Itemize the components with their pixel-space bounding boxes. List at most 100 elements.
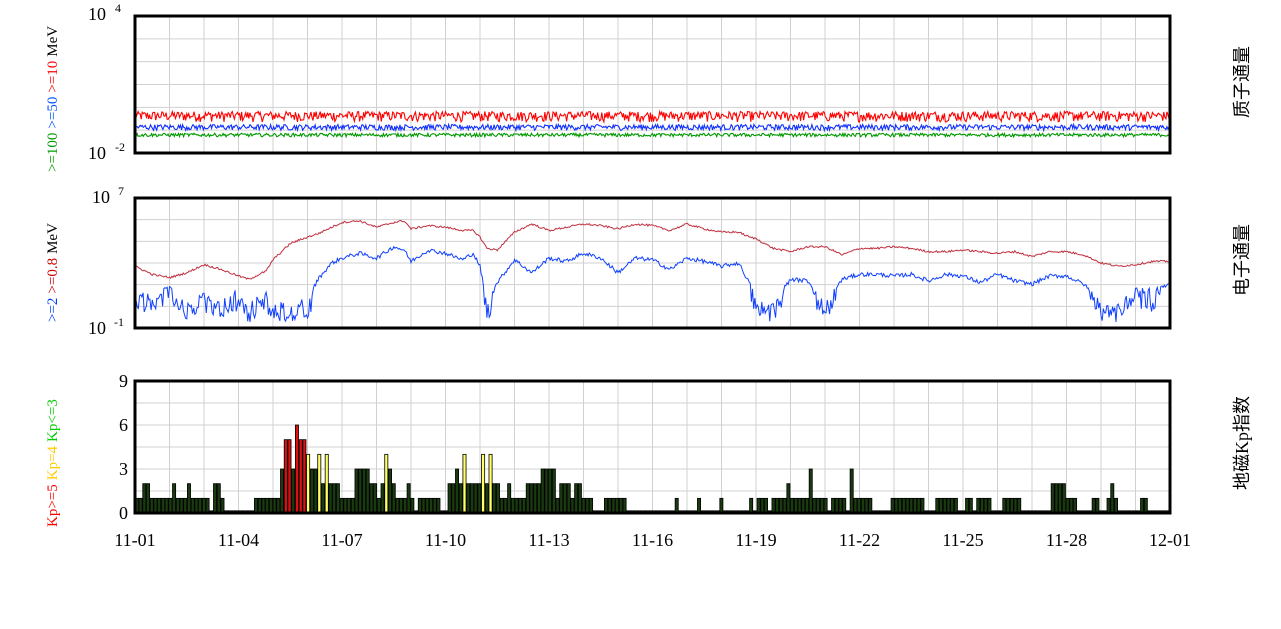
kp-bar: [1002, 497, 1007, 514]
electron-ytick-exp-2: -1: [114, 315, 124, 329]
kp-bar: [939, 497, 943, 514]
kp-bar: [172, 483, 177, 514]
kp-bar: [548, 468, 553, 514]
kp-bar: [540, 468, 545, 514]
kp-bar: [343, 497, 348, 514]
electron-ytick-exp-1: 7: [118, 184, 124, 198]
kp-bar: [536, 483, 541, 514]
kp-bar: [570, 497, 575, 514]
kp-bar: [324, 453, 329, 514]
kp-bar: [298, 439, 303, 514]
kp-bar: [574, 483, 579, 514]
kp-bar: [436, 497, 441, 514]
kp-bar: [142, 483, 147, 514]
kp-bar: [1054, 483, 1059, 514]
kp-bar: [160, 497, 165, 514]
kp-bar: [589, 497, 594, 514]
kp-bar: [559, 483, 564, 514]
electron-ytick-2: 10: [88, 318, 106, 338]
kp-bar: [842, 497, 847, 514]
x-tick-label: 11-07: [321, 530, 362, 550]
kp-bar: [473, 483, 478, 514]
kp-bar: [1140, 497, 1145, 514]
kp-bar: [447, 483, 452, 514]
kp-bar: [786, 483, 791, 514]
kp-bar: [350, 497, 355, 514]
kp-bar: [920, 497, 925, 514]
kp-bar: [909, 497, 914, 514]
kp-bar: [254, 497, 258, 514]
kp-bar: [496, 483, 500, 514]
electron-series-1: [134, 219, 1171, 280]
kp-bar: [860, 497, 865, 514]
kp-bar: [622, 497, 627, 514]
kp-bar: [913, 497, 917, 514]
x-tick-label: 11-19: [735, 530, 776, 550]
kp-bar: [1065, 497, 1070, 514]
proton-series-2: [134, 122, 1171, 133]
kp-bar: [849, 468, 854, 514]
kp-bar: [187, 483, 191, 514]
kp-bar: [313, 468, 318, 514]
kp-bar: [280, 468, 285, 514]
kp-bar: [488, 453, 493, 514]
kp-bar: [581, 497, 586, 514]
kp-bar: [354, 468, 359, 514]
kp-bar: [291, 468, 296, 514]
proton-side-label-part: >=50: [45, 97, 61, 129]
proton-ytick-exp-2: -2: [115, 140, 125, 154]
kp-bar: [261, 497, 266, 514]
kp-bar: [749, 497, 754, 514]
x-tick-label: 11-01: [114, 530, 155, 550]
kp-bar: [834, 497, 839, 514]
proton-ytick-exp-1: 4: [115, 1, 121, 15]
proton-series-1: [134, 109, 1171, 125]
kp-panel-title: 地磁Kp指数: [1232, 396, 1252, 490]
kp-bar: [194, 497, 199, 514]
kp-bar: [674, 497, 679, 514]
kp-bar: [618, 497, 623, 514]
kp-bar: [950, 497, 955, 514]
kp-bar: [983, 497, 988, 514]
kp-bar: [376, 497, 381, 514]
kp-bar: [179, 497, 184, 514]
kp-bar: [1073, 497, 1078, 514]
kp-bar: [451, 483, 456, 514]
kp-bar: [421, 497, 426, 514]
kp-ytick: 9: [119, 371, 128, 391]
kp-bar: [563, 483, 567, 514]
kp-bar: [1110, 483, 1115, 514]
kp-bar: [1061, 483, 1066, 514]
kp-bar: [302, 439, 307, 514]
kp-bar: [201, 497, 206, 514]
kp-ytick: 3: [119, 459, 128, 479]
kp-bar: [756, 497, 761, 514]
kp-bar: [257, 497, 262, 514]
kp-bar: [976, 497, 981, 514]
kp-bar: [615, 497, 620, 514]
kp-bar: [332, 483, 337, 514]
kp-bar: [216, 483, 221, 514]
kp-bar: [410, 497, 415, 514]
kp-bar: [529, 483, 534, 514]
kp-bar: [1006, 497, 1011, 514]
kp-bar: [395, 497, 400, 514]
x-tick-label: 11-16: [632, 530, 673, 550]
kp-bar: [477, 483, 482, 514]
kp-bar: [790, 497, 795, 514]
kp-bar: [522, 497, 527, 514]
electron-side-label-part: MeV: [45, 223, 61, 254]
x-tick-label: 11-13: [528, 530, 569, 550]
kp-bar: [1050, 483, 1055, 514]
kp-bar: [775, 497, 780, 514]
kp-bar: [797, 497, 802, 514]
kp-bar: [462, 453, 467, 514]
proton-series-3: [134, 131, 1171, 139]
kp-bar: [1106, 497, 1111, 514]
kp-bar: [566, 483, 571, 514]
x-tick-label: 11-04: [218, 530, 259, 550]
kp-bar: [793, 497, 798, 514]
kp-bar: [816, 497, 821, 514]
kp-bar: [577, 483, 582, 514]
